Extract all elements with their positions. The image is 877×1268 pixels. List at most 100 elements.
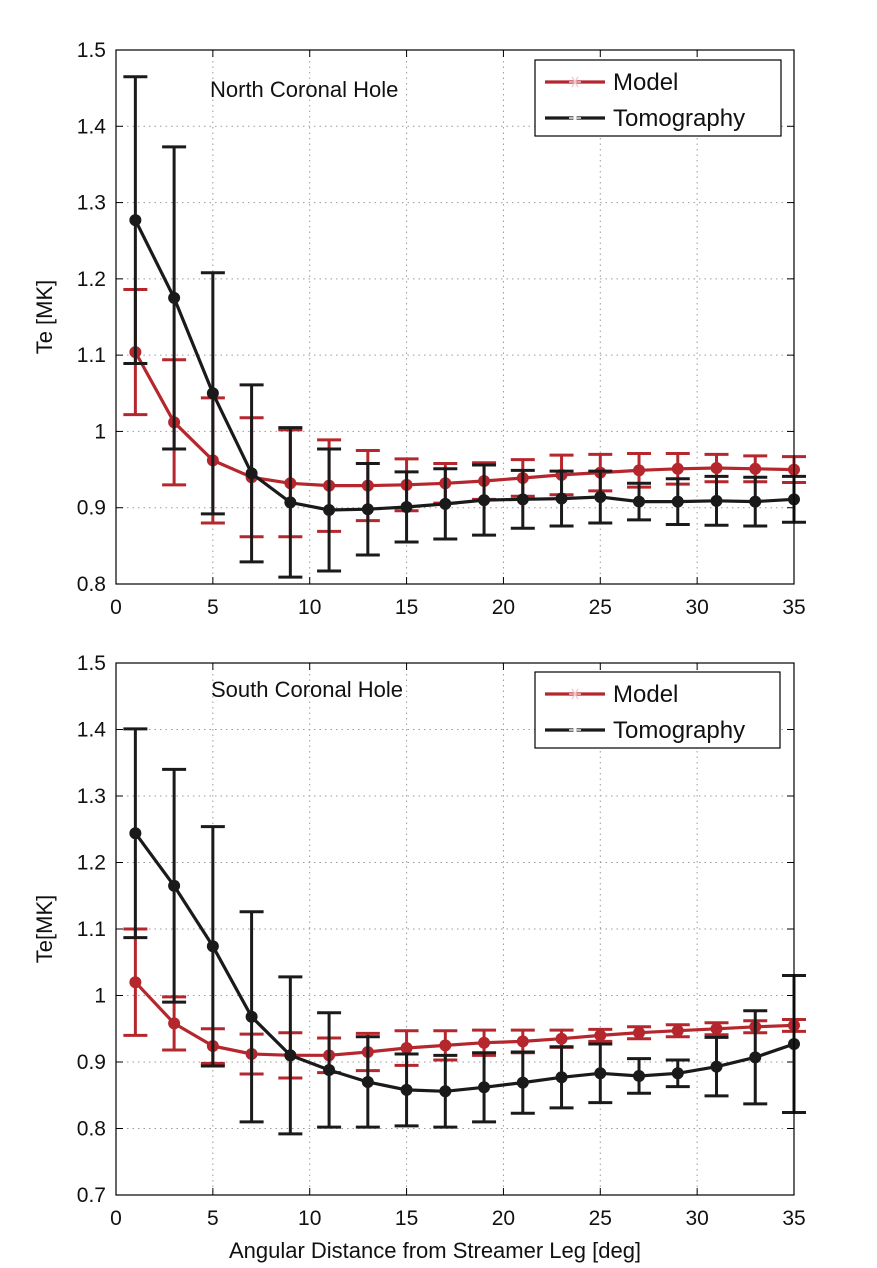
data-point [361,1075,374,1088]
data-point [206,940,219,953]
y-tick-label: 0.9 [77,1051,106,1074]
data-point [168,879,181,892]
legend-label-tomography: Tomography [613,105,745,132]
data-point [168,291,181,304]
legend-box [534,671,781,749]
x-tick-label: 5 [207,596,219,619]
x-tick-label: 35 [782,596,805,619]
x-tick-label: 20 [492,596,515,619]
series-tomography [123,727,806,1136]
data-point [168,1017,181,1030]
x-tick-label: 0 [110,596,122,619]
x-tick-label: 15 [395,1207,418,1230]
data-point [671,495,684,508]
data-point [400,500,413,513]
y-tick-label: 0.9 [77,497,106,520]
x-tick-label: 0 [110,1207,122,1230]
series-line [134,832,795,1093]
data-point [400,1042,413,1055]
y-tick-label: 1.1 [77,344,106,367]
legend-asterisk-stroke [571,688,579,700]
x-tick-label: 25 [589,596,612,619]
data-point [671,462,684,475]
data-point [245,1010,258,1023]
data-point [129,976,142,989]
data-point [516,1076,529,1089]
data-point [555,1032,568,1045]
data-point [633,1069,646,1082]
data-point [323,1063,336,1076]
legend-marker-asterisk-icon [569,76,581,88]
data-point [710,1022,723,1035]
axes-frame [115,662,795,1196]
y-tick-label: 1 [94,985,106,1008]
data-point [749,462,762,475]
chart-2: 0 5 10 15 20 25 30 35 0.7 0.8 0.9 1 1.1 1.2 1.3 1.4 1.5 T… [32,652,806,1263]
data-point [516,493,529,506]
legend-asterisk-stroke [571,76,579,88]
y-tick-label: 1.5 [77,652,106,675]
data-point [478,1081,491,1094]
data-point [671,1067,684,1080]
legend: Model Tomography [534,671,781,749]
data-point [129,827,142,840]
data-point [671,1024,684,1037]
series-line [133,219,795,512]
data-point [710,462,723,475]
data-point [206,387,219,400]
data-point [633,464,646,477]
data-point [555,492,568,505]
y-tick-label: 1.1 [77,918,106,941]
legend-label-tomography: Tomography [613,717,745,744]
data-point [439,497,452,510]
legend-box [534,59,782,137]
data-point [633,495,646,508]
axes-frame [115,49,795,585]
data-point [478,494,491,507]
legend: Model Tomography [534,59,782,137]
x-tick-label: 25 [589,1207,612,1230]
data-point [594,491,607,504]
data-point [633,1026,646,1039]
x-tick-label: 30 [685,596,708,619]
data-point [400,1083,413,1096]
x-tick-label: 20 [492,1207,515,1230]
data-point [710,1060,723,1073]
data-point [749,1051,762,1064]
y-tick-label: 1.4 [77,115,107,138]
annotation: South Coronal Hole [211,677,403,702]
series-line [133,351,795,488]
data-point [594,1029,607,1042]
legend-asterisk-stroke [571,112,579,124]
x-tick-label: 35 [782,1207,805,1230]
data-point [516,1035,529,1048]
plot-area [116,50,794,584]
y-tick-label: 1.3 [77,192,106,215]
x-tick-label: 10 [298,1207,321,1230]
data-point [361,503,374,516]
data-point [284,496,297,509]
y-tick-label: 1.4 [77,719,107,742]
data-point [555,1071,568,1084]
y-tick-label: 0.7 [77,1184,106,1207]
plot-area [116,663,794,1195]
y-tick-label: 1.2 [77,852,106,875]
legend-label-model: Model [613,681,678,708]
x-axis-label: Angular Distance from Streamer Leg [deg] [229,1238,641,1263]
data-point [323,504,336,517]
y-tick-label: 0.8 [77,1118,106,1141]
data-point [129,214,142,227]
y-axis-label: Te[MK] [32,895,57,963]
y-axis-label: Te [MK] [32,280,57,355]
legend-asterisk-stroke [571,724,579,736]
y-tick-label: 1 [94,420,106,443]
data-point [439,1039,452,1052]
legend-marker-asterisk-icon [569,724,581,736]
series-line [134,981,795,1057]
chart-1: 0 5 10 15 20 25 30 35 0.8 0.9 1 1.1 1.2 1.3 1.4 1.5 Te [… [32,39,806,619]
data-point [478,1036,491,1049]
x-tick-label: 5 [207,1207,219,1230]
data-point [245,467,258,480]
y-tick-label: 0.8 [77,573,106,596]
